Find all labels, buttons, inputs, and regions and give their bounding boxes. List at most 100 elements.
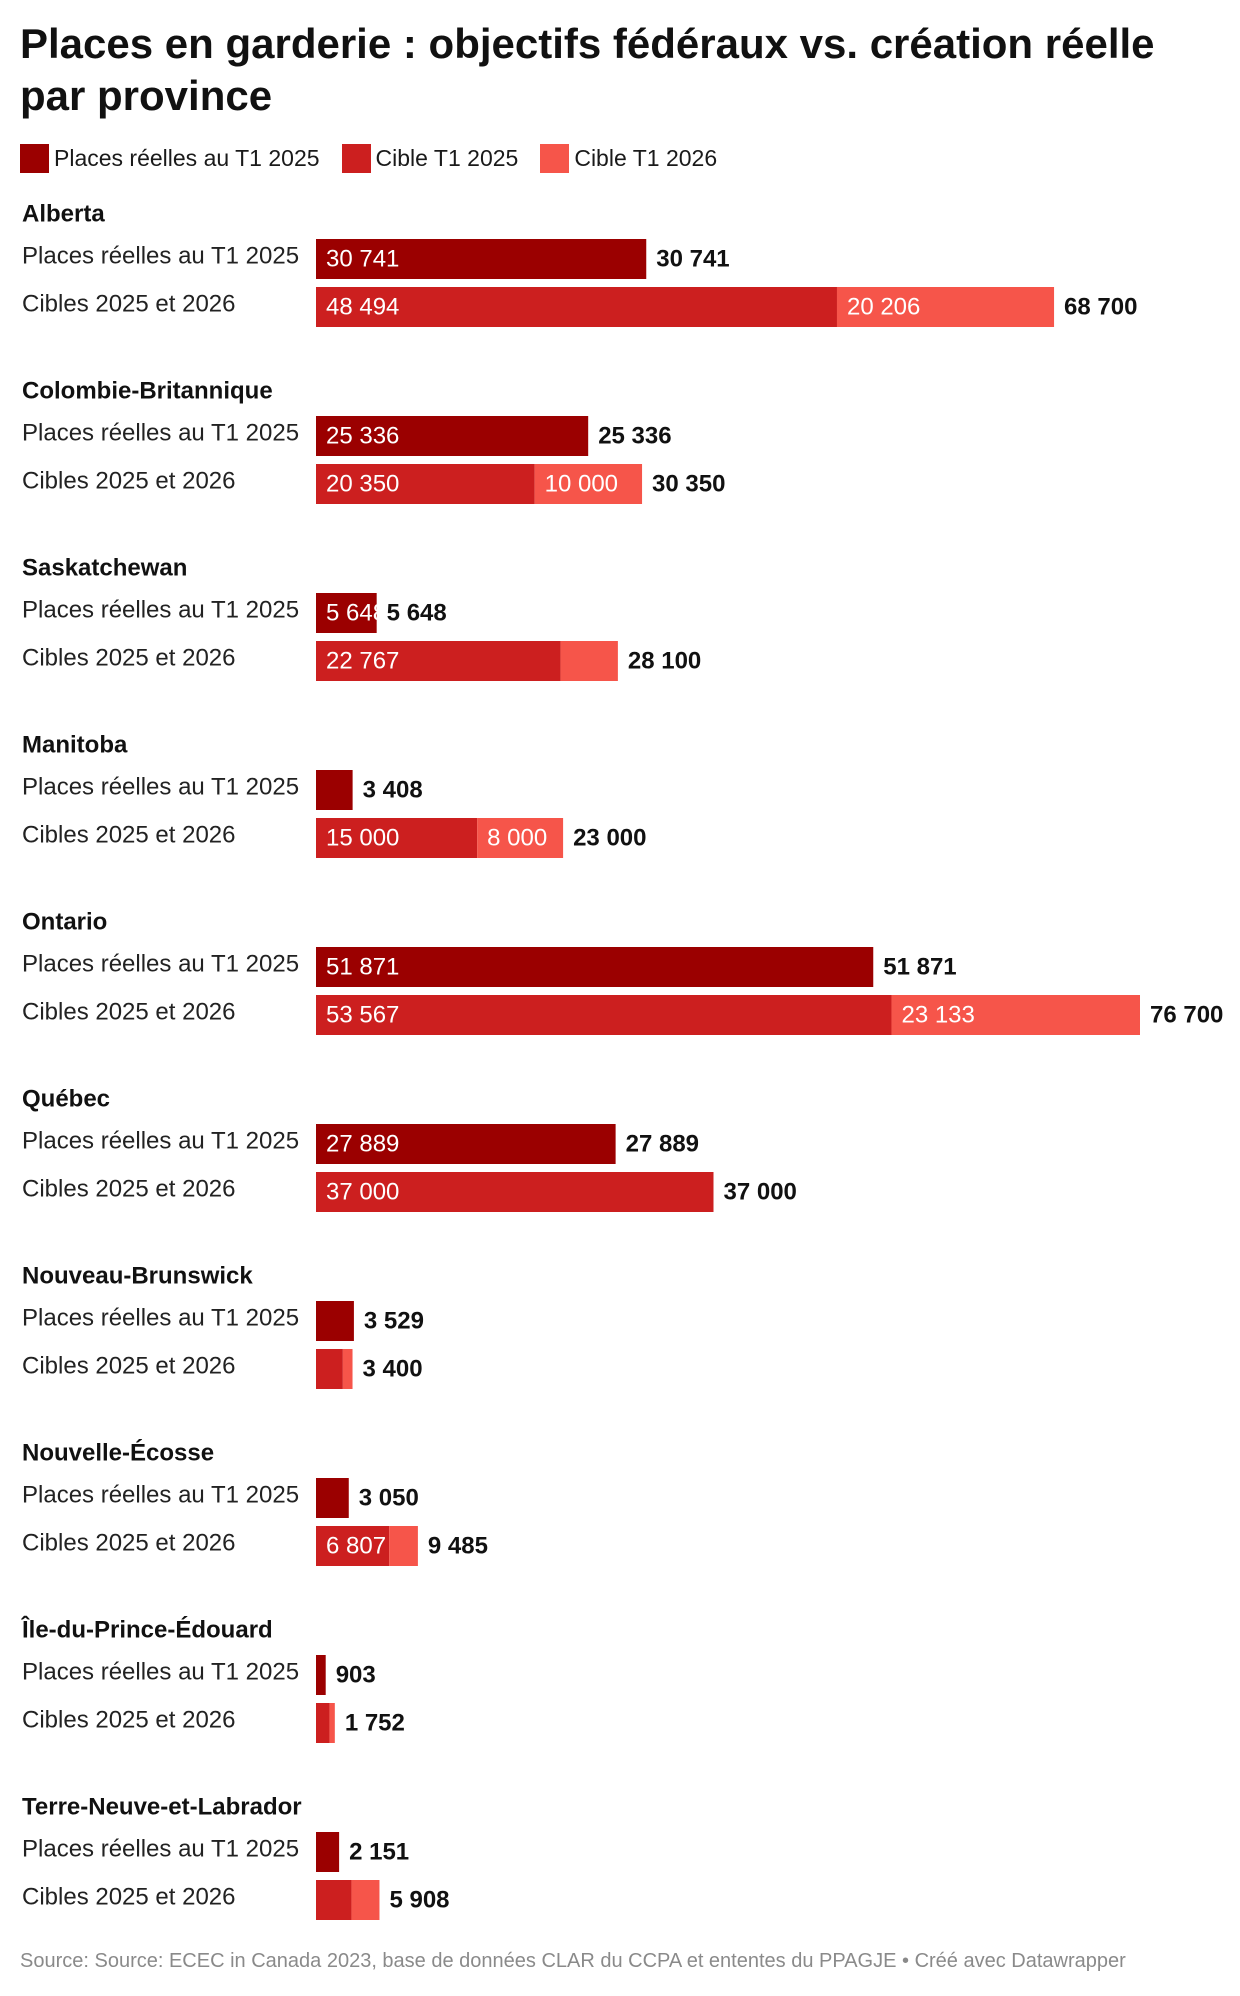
bar-label-reelles-colombie-britannique: 25 336 bbox=[326, 422, 399, 449]
bar-label-cible-2025-nouvelle-ecosse: 6 807 bbox=[326, 1532, 386, 1559]
bar-label-cible-2026-ontario: 23 133 bbox=[901, 1001, 974, 1028]
bar-label-reelles-saskatchewan: 5 648 bbox=[326, 599, 386, 626]
value-label-reelles-terre-neuve-et-labrador: 2 151 bbox=[349, 1838, 409, 1865]
bar-cible-2026-colombie-britannique bbox=[534, 464, 643, 504]
bar-cible-2026-manitoba bbox=[477, 818, 564, 858]
row-label-reelles-nouvelle-ecosse: Places réelles au T1 2025 bbox=[22, 1481, 299, 1508]
province-label-manitoba: Manitoba bbox=[22, 731, 128, 758]
bar-label-cible-2025-ontario: 53 567 bbox=[326, 1001, 399, 1028]
province-label-colombie-britannique: Colombie-Britannique bbox=[22, 377, 273, 404]
row-label-reelles-terre-neuve-et-labrador: Places réelles au T1 2025 bbox=[22, 1835, 299, 1862]
value-label-reelles-alberta: 30 741 bbox=[656, 245, 729, 272]
row-label-reelles-alberta: Places réelles au T1 2025 bbox=[22, 242, 299, 269]
source-note: Source: Source: ECEC in Canada 2023, bas… bbox=[20, 1950, 1126, 1972]
bar-label-reelles-quebec: 27 889 bbox=[326, 1130, 399, 1157]
bar-cible-2026-alberta bbox=[836, 287, 1055, 327]
legend-swatch-cible-2026 bbox=[540, 143, 570, 173]
row-label-cibles-nouvelle-ecosse: Cibles 2025 et 2026 bbox=[22, 1529, 236, 1556]
legend-item-reelles: Places réelles au T1 2025 bbox=[20, 143, 320, 173]
bar-cible-2026-terre-neuve-et-labrador bbox=[351, 1880, 380, 1920]
bar-cible-2025-nouveau-brunswick bbox=[316, 1349, 343, 1389]
bar-label-cible-2025-alberta: 48 494 bbox=[326, 293, 399, 320]
value-label-reelles-manitoba: 3 408 bbox=[363, 776, 423, 803]
value-label-total-saskatchewan: 28 100 bbox=[628, 647, 701, 674]
bar-cible-2026-saskatchewan bbox=[560, 641, 618, 681]
row-label-cibles-nouveau-brunswick: Cibles 2025 et 2026 bbox=[22, 1352, 236, 1379]
row-label-cibles-quebec: Cibles 2025 et 2026 bbox=[22, 1175, 236, 1202]
row-label-cibles-ontario: Cibles 2025 et 2026 bbox=[22, 998, 236, 1025]
bar-label-cible-2026-manitoba: 8 000 bbox=[487, 824, 547, 851]
chart-title: Places en garderie : objectifs fédéraux … bbox=[20, 20, 1155, 119]
row-label-cibles-ile-du-prince-edouard: Cibles 2025 et 2026 bbox=[22, 1706, 236, 1733]
legend-swatch-reelles bbox=[20, 143, 49, 173]
bar-label-cible-2025-manitoba: 15 000 bbox=[326, 824, 399, 851]
province-label-ile-du-prince-edouard: Île-du-Prince-Édouard bbox=[21, 1615, 273, 1643]
bar-cible-2025-quebec bbox=[316, 1172, 714, 1212]
value-label-reelles-colombie-britannique: 25 336 bbox=[598, 422, 671, 449]
value-label-reelles-saskatchewan: 5 648 bbox=[387, 599, 447, 626]
bar-reelles-nouvelle-ecosse bbox=[316, 1478, 349, 1518]
row-label-reelles-nouveau-brunswick: Places réelles au T1 2025 bbox=[22, 1304, 299, 1331]
bar-cible-2025-alberta bbox=[316, 287, 837, 327]
value-label-total-manitoba: 23 000 bbox=[573, 824, 646, 851]
bar-cible-2025-ontario bbox=[316, 995, 892, 1035]
value-label-reelles-quebec: 27 889 bbox=[626, 1130, 699, 1157]
bar-cible-2025-saskatchewan bbox=[316, 641, 561, 681]
bar-reelles-ontario bbox=[316, 947, 874, 987]
legend-label-cible-2025: Cible T1 2025 bbox=[375, 144, 519, 171]
legend-item-cible-2025: Cible T1 2025 bbox=[341, 143, 519, 173]
province-label-saskatchewan: Saskatchewan bbox=[22, 554, 187, 581]
bar-label-reelles-alberta: 30 741 bbox=[326, 245, 399, 272]
row-label-reelles-quebec: Places réelles au T1 2025 bbox=[22, 1127, 299, 1154]
bar-reelles-saskatchewan bbox=[316, 593, 377, 633]
bar-reelles-quebec bbox=[316, 1124, 616, 1164]
value-label-total-nouveau-brunswick: 3 400 bbox=[363, 1355, 423, 1382]
bar-reelles-nouveau-brunswick bbox=[316, 1301, 354, 1341]
row-label-cibles-saskatchewan: Cibles 2025 et 2026 bbox=[22, 644, 236, 671]
bar-cible-2025-ile-du-prince-edouard bbox=[316, 1703, 330, 1743]
bar-chart: Alberta Places réelles au T1 2025 30 741 30… bbox=[21, 200, 1223, 1920]
value-label-total-alberta: 68 700 bbox=[1064, 293, 1137, 320]
value-label-reelles-nouveau-brunswick: 3 529 bbox=[364, 1307, 424, 1334]
row-label-reelles-saskatchewan: Places réelles au T1 2025 bbox=[22, 596, 299, 623]
bar-cible-2026-ile-du-prince-edouard bbox=[329, 1703, 335, 1743]
bar-cible-2025-nouvelle-ecosse bbox=[316, 1526, 390, 1566]
bar-cible-2026-nouvelle-ecosse bbox=[389, 1526, 418, 1566]
province-label-nouveau-brunswick: Nouveau-Brunswick bbox=[22, 1262, 253, 1289]
bar-reelles-alberta bbox=[316, 239, 647, 279]
row-label-reelles-ontario: Places réelles au T1 2025 bbox=[22, 950, 299, 977]
bar-reelles-ile-du-prince-edouard bbox=[316, 1655, 326, 1695]
row-label-reelles-colombie-britannique: Places réelles au T1 2025 bbox=[22, 419, 299, 446]
bar-cible-2025-manitoba bbox=[316, 818, 478, 858]
value-label-total-nouvelle-ecosse: 9 485 bbox=[428, 1532, 488, 1559]
value-label-reelles-nouvelle-ecosse: 3 050 bbox=[359, 1484, 419, 1511]
value-label-total-colombie-britannique: 30 350 bbox=[652, 470, 725, 497]
row-label-cibles-terre-neuve-et-labrador: Cibles 2025 et 2026 bbox=[22, 1883, 236, 1910]
value-label-reelles-ontario: 51 871 bbox=[883, 953, 956, 980]
legend: Places réelles au T1 2025 Cible T1 2025 … bbox=[20, 142, 739, 174]
province-label-ontario: Ontario bbox=[22, 908, 107, 935]
row-label-cibles-manitoba: Cibles 2025 et 2026 bbox=[22, 821, 236, 848]
row-label-reelles-ile-du-prince-edouard: Places réelles au T1 2025 bbox=[22, 1658, 299, 1685]
bar-label-cible-2026-alberta: 20 206 bbox=[847, 293, 920, 320]
bar-label-cible-2025-quebec: 37 000 bbox=[326, 1178, 399, 1205]
bar-label-cible-2026-colombie-britannique: 10 000 bbox=[545, 470, 618, 497]
bar-cible-2025-terre-neuve-et-labrador bbox=[316, 1880, 352, 1920]
row-label-cibles-alberta: Cibles 2025 et 2026 bbox=[22, 290, 236, 317]
province-label-nouvelle-ecosse: Nouvelle-Écosse bbox=[22, 1438, 214, 1466]
province-label-quebec: Québec bbox=[22, 1085, 110, 1112]
bar-reelles-terre-neuve-et-labrador bbox=[316, 1832, 340, 1872]
value-label-total-quebec: 37 000 bbox=[723, 1178, 796, 1205]
legend-label-reelles: Places réelles au T1 2025 bbox=[54, 144, 320, 171]
value-label-reelles-ile-du-prince-edouard: 903 bbox=[336, 1661, 376, 1688]
row-label-reelles-manitoba: Places réelles au T1 2025 bbox=[22, 773, 299, 800]
bar-cible-2025-colombie-britannique bbox=[316, 464, 535, 504]
value-label-total-ile-du-prince-edouard: 1 752 bbox=[345, 1709, 405, 1736]
bar-reelles-manitoba bbox=[316, 770, 353, 810]
bar-label-cible-2025-colombie-britannique: 20 350 bbox=[326, 470, 399, 497]
bar-cible-2026-ontario bbox=[891, 995, 1140, 1035]
legend-item-cible-2026: Cible T1 2026 bbox=[540, 143, 718, 173]
value-label-total-terre-neuve-et-labrador: 5 908 bbox=[389, 1886, 449, 1913]
bar-label-reelles-ontario: 51 871 bbox=[326, 953, 399, 980]
legend-label-cible-2026: Cible T1 2026 bbox=[574, 144, 718, 171]
